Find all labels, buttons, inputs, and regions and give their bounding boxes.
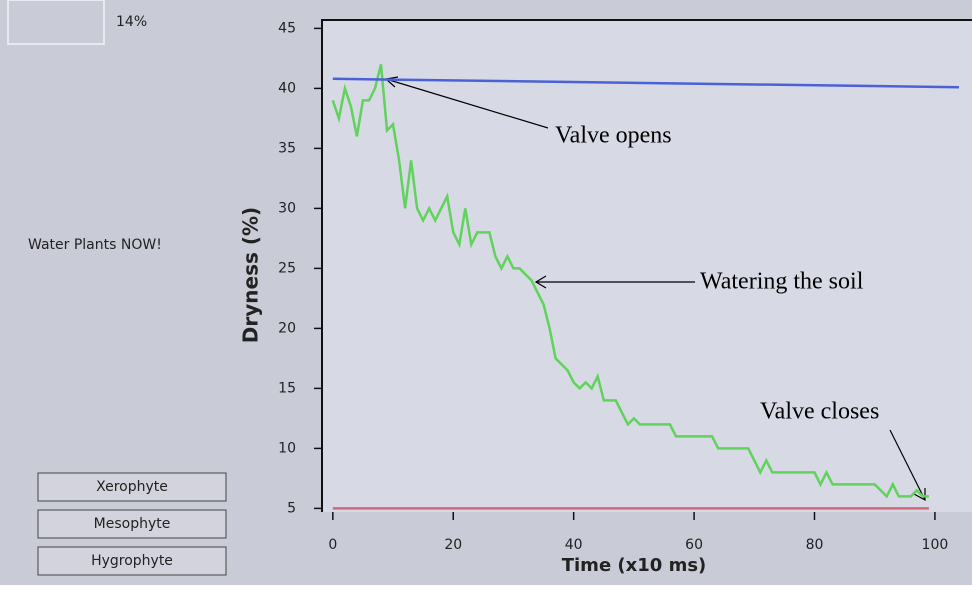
y-axis-label: Dryness (%) — [239, 207, 263, 343]
arrowhead — [534, 275, 547, 289]
plot-frame — [321, 19, 972, 512]
arrow — [385, 78, 549, 129]
message: Water Plants NOW! — [28, 237, 162, 253]
arrows — [384, 76, 926, 502]
button-label[interactable]: Mesophyte — [94, 516, 171, 532]
x-tick-label: 0 — [328, 537, 337, 553]
data-line — [331, 64, 929, 499]
button[interactable] — [37, 509, 227, 539]
annotation: Watering the soil — [700, 269, 864, 295]
status: 14% — [116, 14, 147, 30]
button-label[interactable]: Hygrophyte — [91, 553, 173, 569]
y-tick-label: 15 — [278, 380, 296, 396]
button[interactable] — [37, 472, 227, 502]
annotation: Valve opens — [555, 123, 672, 149]
x-tick-label: 40 — [565, 537, 583, 553]
y-tick-label: 45 — [278, 20, 296, 36]
y-tick-label: 40 — [278, 80, 296, 96]
arrow — [889, 429, 926, 501]
button[interactable] — [37, 546, 227, 576]
button-label[interactable]: Xerophyte — [96, 479, 168, 495]
status-box — [7, 0, 105, 45]
x-axis-label: Time (x10 ms) — [562, 555, 707, 576]
plot-area — [322, 20, 972, 512]
y-tick-label: 5 — [287, 500, 296, 516]
y-tick-label: 35 — [278, 140, 296, 156]
x-tick-label: 20 — [444, 537, 462, 553]
annotation: Valve closes — [760, 399, 879, 425]
data-line — [332, 77, 960, 89]
x-tick-label: 80 — [806, 537, 824, 553]
buttons: Xerophyte Mesophyte Hygrophyte — [37, 472, 227, 576]
y-tick-label: 10 — [278, 440, 296, 456]
y-tick-label: 20 — [278, 320, 296, 336]
x-tick-label: 100 — [922, 537, 949, 553]
arrowhead — [913, 488, 926, 502]
x-tick-label: 60 — [685, 537, 703, 553]
y-tick-label: 30 — [278, 200, 296, 216]
y-tick-label: 25 — [278, 260, 296, 276]
